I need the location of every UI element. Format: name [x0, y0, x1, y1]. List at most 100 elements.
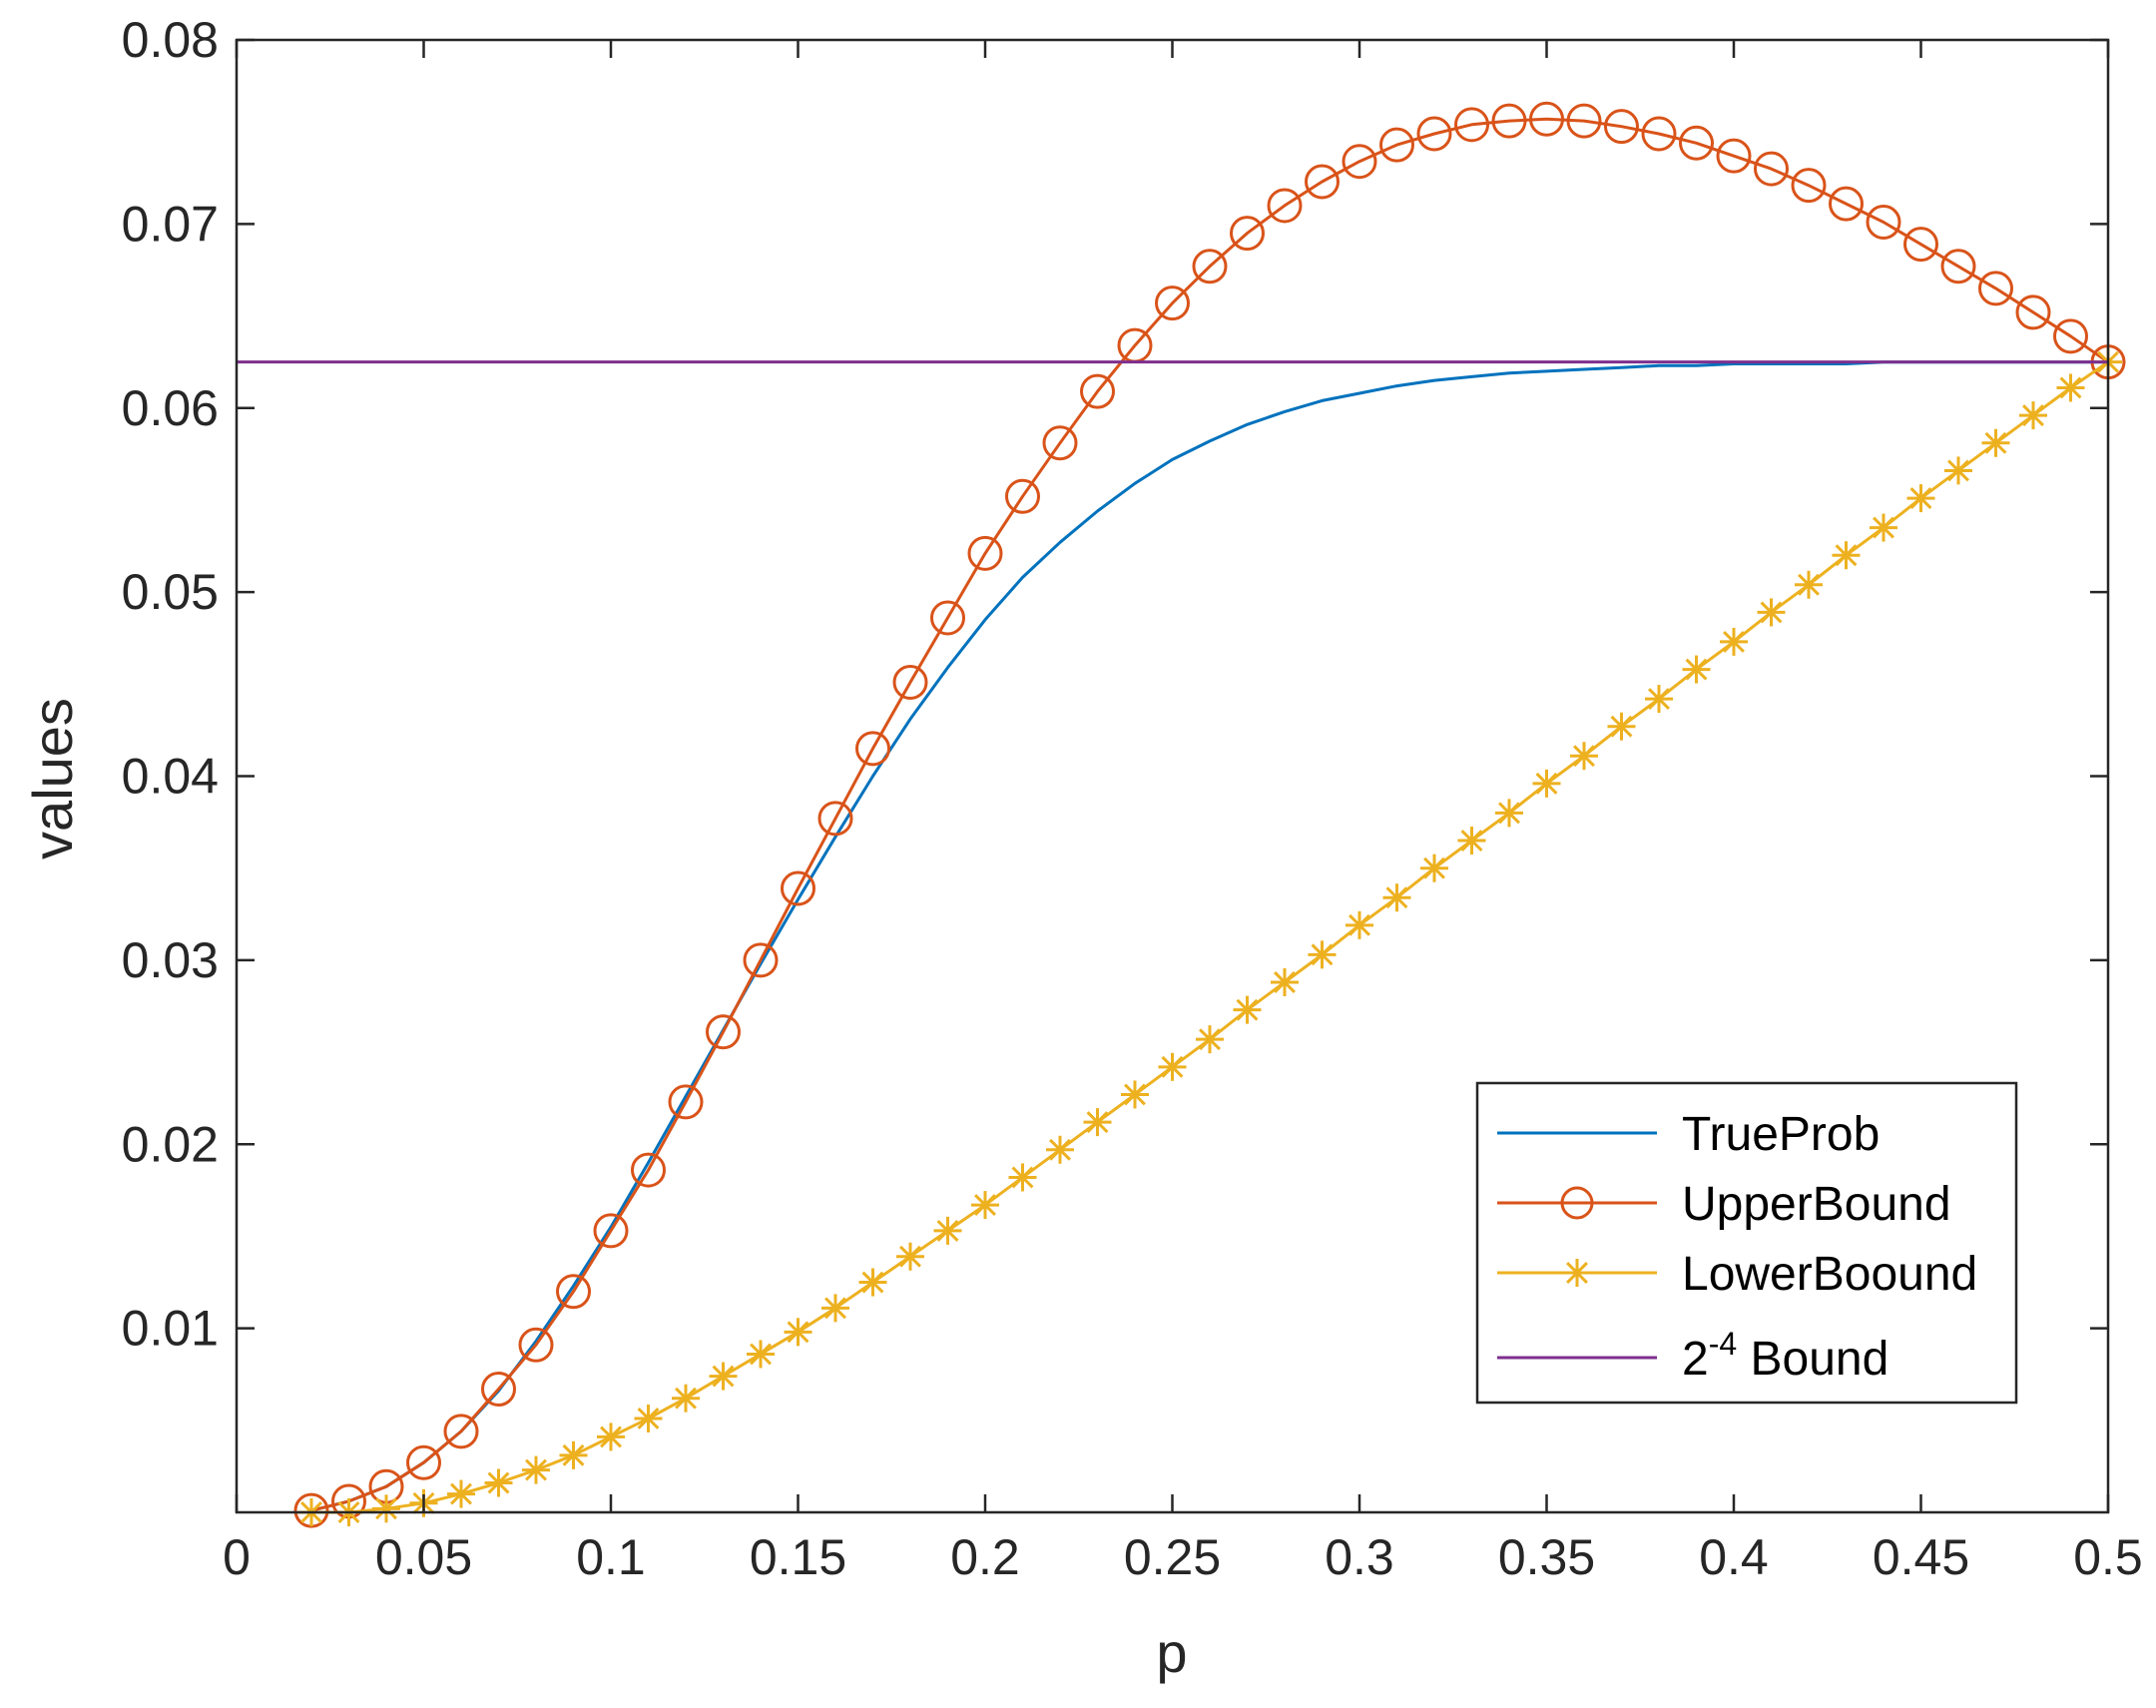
data-point-lowerboound	[1196, 1025, 1224, 1054]
data-point-upperbound	[631, 1152, 666, 1188]
y-tick-label: 0.01	[122, 1301, 219, 1357]
data-point-upperbound	[1716, 138, 1752, 174]
y-tick-label: 0.05	[122, 564, 219, 620]
data-point-upperbound	[817, 801, 853, 837]
series-trueprob	[310, 360, 2108, 1512]
data-point-upperbound	[892, 664, 928, 700]
data-point-lowerboound	[1570, 742, 1598, 771]
data-point-upperbound	[668, 1084, 704, 1120]
data-point-upperbound	[1791, 168, 1827, 204]
legend-asterisk-shape	[1563, 1259, 1591, 1287]
y-tick-label: 0.06	[122, 380, 219, 436]
data-point-lowerboound	[1121, 1080, 1149, 1109]
data-point-upperbound	[1379, 127, 1414, 163]
legend-2pow-exponent: -4	[1709, 1326, 1737, 1362]
data-point-upperbound	[1829, 186, 1864, 222]
y-tick-label: 0.07	[122, 196, 219, 252]
data-point-lowerboound	[1495, 799, 1523, 828]
series-upperbound	[293, 101, 2126, 1528]
data-point-upperbound	[406, 1444, 441, 1480]
data-point-upperbound	[518, 1327, 554, 1363]
data-point-upperbound	[743, 942, 779, 978]
x-tick-label: 0.35	[1498, 1529, 1595, 1585]
data-point-upperbound	[1230, 216, 1265, 252]
data-point-upperbound	[1192, 249, 1228, 285]
data-point-lowerboound	[1008, 1163, 1037, 1192]
data-point-lowerboound	[447, 1479, 475, 1508]
legend-upperbound-marker	[1560, 1186, 1594, 1220]
data-point-lowerboound	[784, 1318, 812, 1347]
data-point-upperbound	[1604, 109, 1639, 145]
series-lowerboound	[297, 347, 2122, 1526]
data-point-lowerboound	[858, 1268, 887, 1297]
x-tick-label: 0.4	[1699, 1529, 1769, 1585]
data-point-lowerboound	[1271, 968, 1299, 996]
legend-box	[1475, 1081, 2018, 1405]
data-point-upperbound	[1866, 205, 1901, 241]
data-point-upperbound	[593, 1213, 629, 1249]
y-tick-label: 0.04	[122, 749, 219, 805]
data-point-lowerboound	[522, 1455, 550, 1484]
data-point-upperbound	[781, 870, 815, 906]
data-point-upperbound	[855, 731, 890, 767]
data-point-upperbound	[2053, 318, 2088, 354]
data-point-lowerboound	[372, 1494, 400, 1523]
data-point-lowerboound	[559, 1440, 588, 1469]
x-tick-label: 0.2	[950, 1529, 1020, 1585]
x-tick-label: 0	[223, 1529, 251, 1585]
data-point-lowerboound	[1645, 685, 1673, 714]
data-point-lowerboound	[1720, 627, 1748, 656]
data-point-lowerboound	[1795, 570, 1823, 599]
x-tick-label: 0.45	[1873, 1529, 1969, 1585]
data-point-lowerboound	[1757, 598, 1786, 627]
x-tick-label: 0.25	[1124, 1529, 1221, 1585]
data-point-upperbound	[1679, 125, 1714, 161]
legend-upperbound-label: UpperBound	[1682, 1178, 1951, 1231]
data-point-lowerboound	[1083, 1108, 1112, 1137]
data-point-lowerboound	[1457, 827, 1486, 855]
data-point-upperbound	[1342, 144, 1377, 180]
data-point-lowerboound	[1158, 1052, 1187, 1081]
data-point-lowerboound	[1233, 995, 1262, 1024]
legend-2pow-bound-label: 2-4 Bound	[1682, 1326, 1888, 1386]
data-point-upperbound	[967, 535, 1003, 571]
y-axis-label: values	[21, 698, 84, 859]
data-point-lowerboound	[1308, 940, 1337, 969]
ticks-layer: 0 0.05 0.1 0.15 0.2 0.25 0.3 0.35 0.4 0.45 0.5 0.01…	[122, 12, 2143, 1585]
data-point-lowerboound	[1981, 428, 2010, 457]
series-line-trueprob	[310, 360, 2108, 1512]
data-point-lowerboound	[896, 1242, 924, 1271]
data-point-upperbound	[706, 1014, 741, 1050]
data-point-lowerboound	[971, 1191, 999, 1220]
data-point-lowerboound	[1906, 484, 1935, 513]
data-point-upperbound	[481, 1371, 516, 1407]
data-point-upperbound	[556, 1274, 591, 1310]
data-point-upperbound	[1940, 249, 1976, 285]
data-point-lowerboound	[597, 1423, 625, 1451]
x-tick-label: 0.15	[750, 1529, 846, 1585]
x-tick-label: 0.05	[375, 1529, 472, 1585]
data-point-lowerboound	[2019, 401, 2047, 430]
data-point-upperbound	[1491, 103, 1527, 139]
data-point-upperbound	[293, 1492, 329, 1528]
data-point-lowerboound	[1682, 655, 1711, 684]
data-point-lowerboound	[747, 1340, 775, 1369]
data-point-upperbound	[1042, 425, 1078, 461]
data-point-upperbound	[1416, 116, 1452, 152]
data-point-lowerboound	[933, 1216, 962, 1245]
data-point-lowerboound	[2056, 373, 2085, 402]
data-point-upperbound	[1529, 101, 1564, 137]
data-point-upperbound	[1454, 107, 1489, 143]
data-point-lowerboound	[821, 1294, 849, 1323]
data-point-lowerboound	[709, 1362, 738, 1391]
data-point-upperbound	[1641, 116, 1677, 152]
data-point-upperbound	[1155, 285, 1190, 321]
x-tick-label: 0.5	[2073, 1529, 2143, 1585]
data-point-lowerboound	[1832, 541, 1861, 570]
data-point-upperbound	[1903, 227, 1938, 263]
legend: TrueProb UpperBound LowerBoound 2-4 Boun…	[1475, 1081, 2018, 1405]
legend-trueprob-label: TrueProb	[1682, 1108, 1880, 1161]
data-point-lowerboound	[1382, 883, 1411, 912]
data-point-upperbound	[930, 600, 965, 636]
